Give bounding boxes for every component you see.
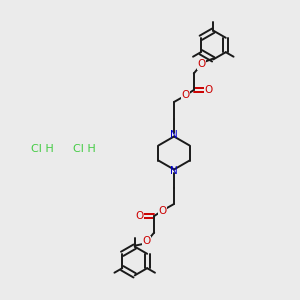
Text: N: N (170, 130, 178, 140)
Text: O: O (204, 85, 212, 95)
Text: O: O (136, 211, 144, 221)
Text: Cl H: Cl H (31, 143, 53, 154)
Text: O: O (158, 206, 167, 216)
Text: O: O (197, 59, 206, 70)
Text: N: N (170, 166, 178, 176)
Text: O: O (181, 90, 190, 100)
Text: Cl H: Cl H (73, 143, 95, 154)
Text: O: O (142, 236, 151, 247)
